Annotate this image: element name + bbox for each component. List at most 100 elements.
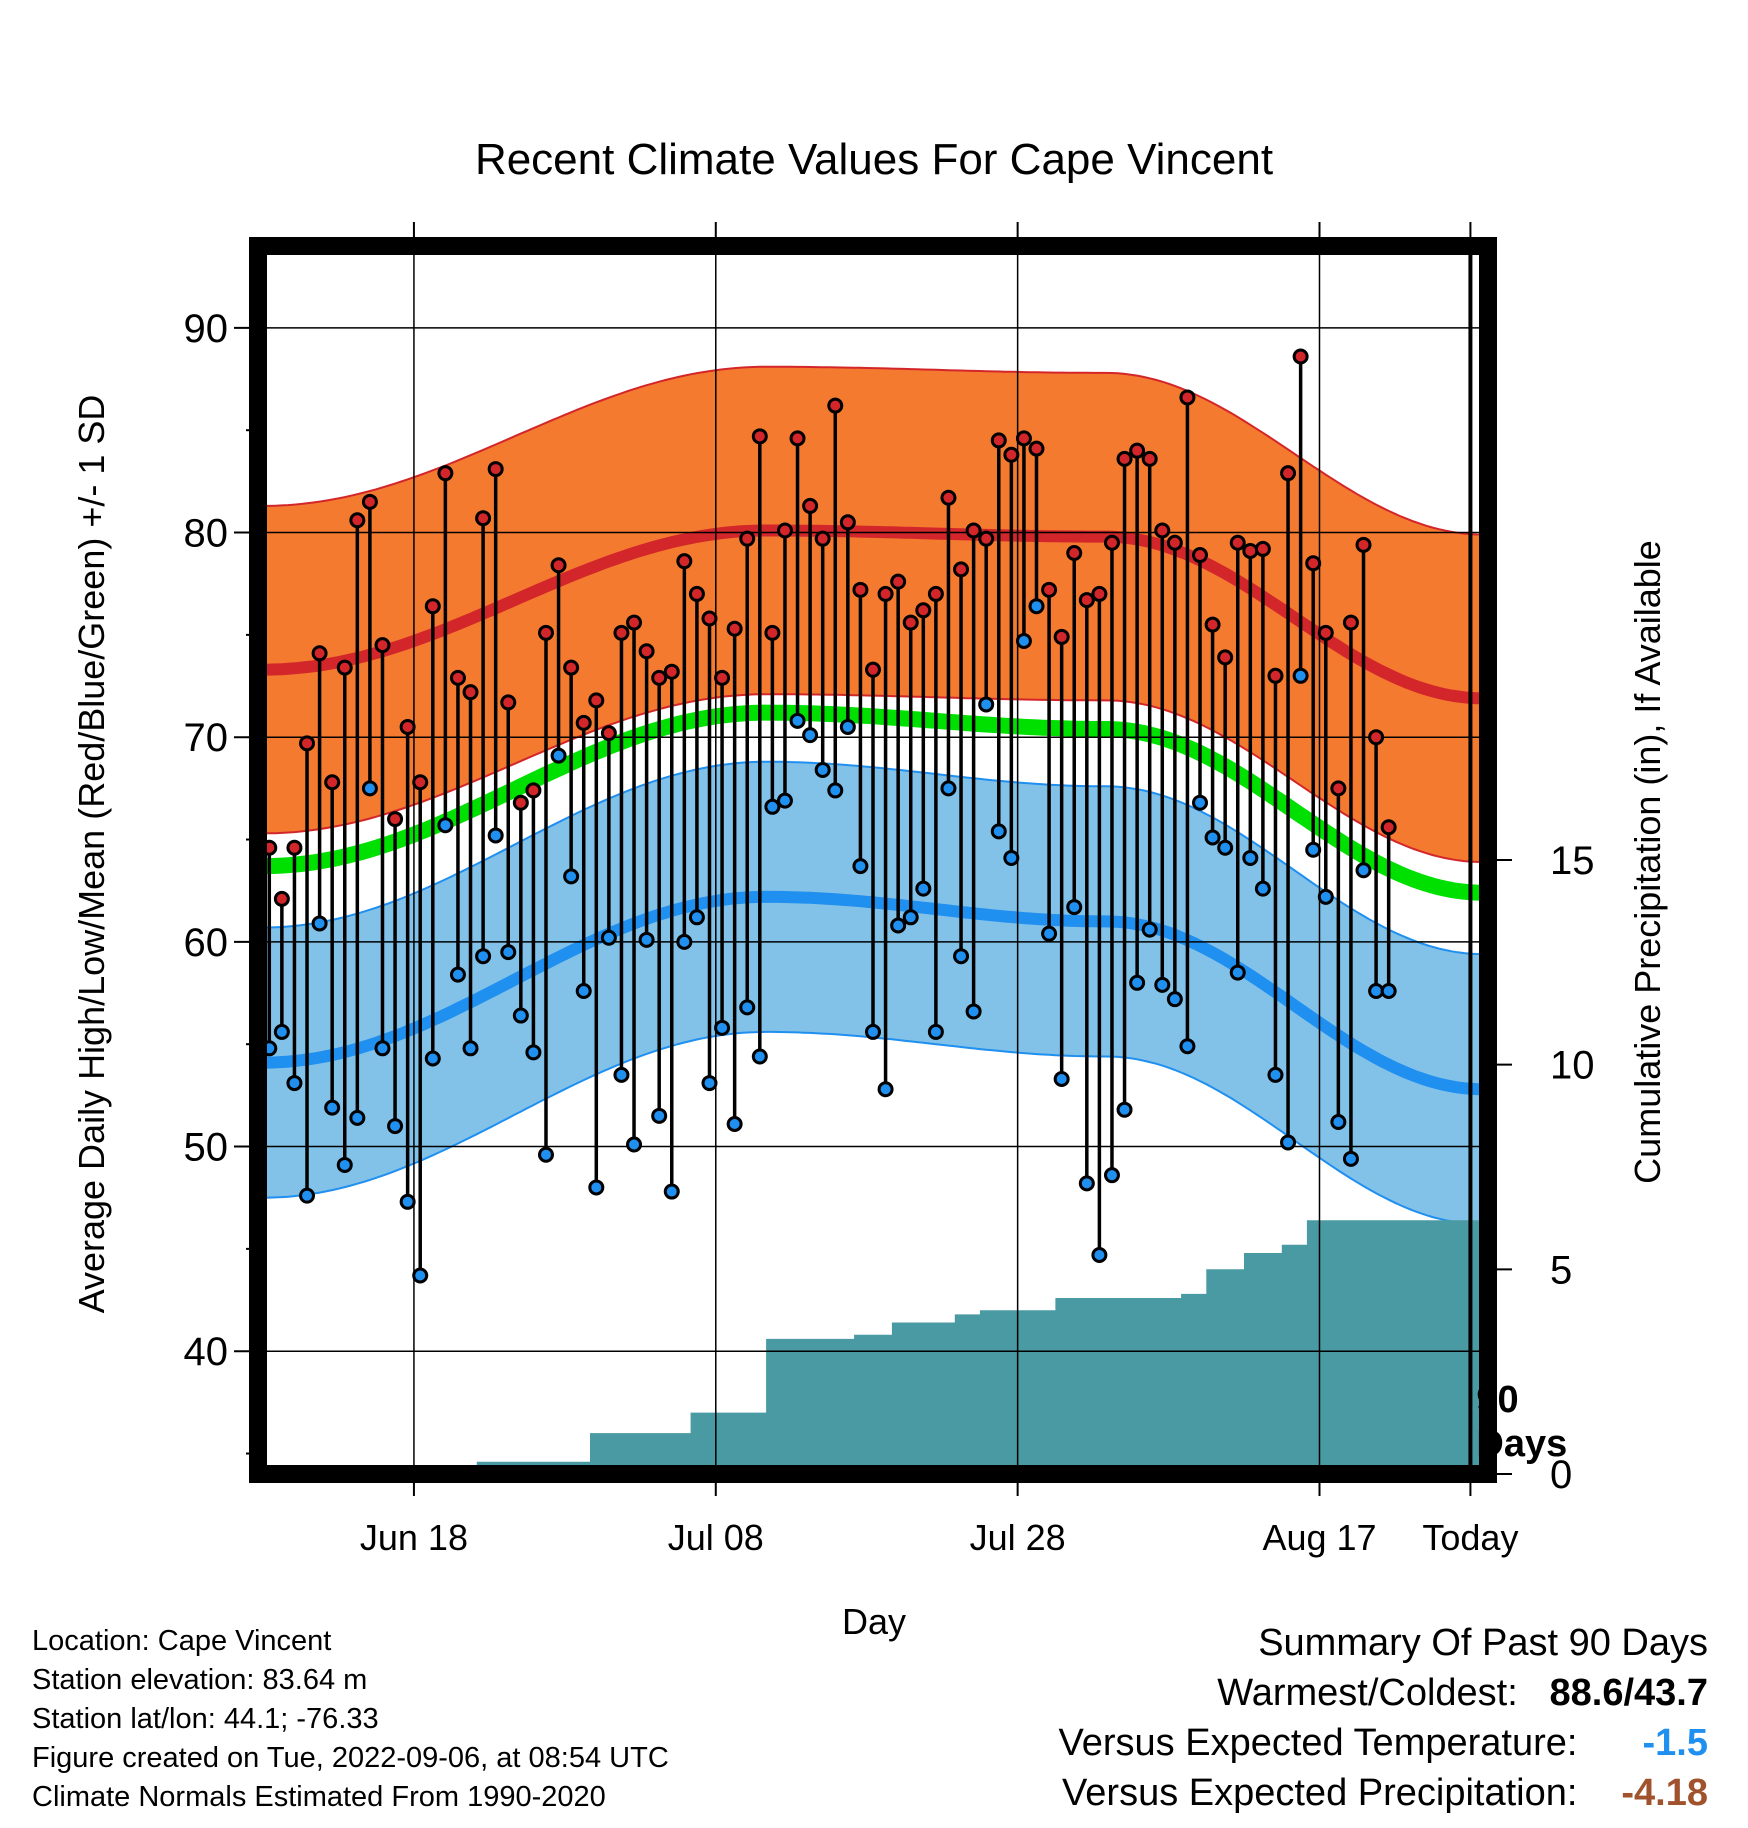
daily-high-point bbox=[688, 585, 705, 602]
daily-low-point bbox=[1204, 829, 1221, 846]
daily-low-point bbox=[890, 917, 907, 934]
daily-low-point bbox=[978, 696, 995, 713]
daily-high-point bbox=[399, 718, 416, 735]
daily-high-point bbox=[676, 553, 693, 570]
y2-tick-labels: 0 5 10 15 bbox=[1550, 839, 1595, 1497]
daily-low-point bbox=[915, 880, 932, 897]
daily-high-point bbox=[626, 614, 643, 631]
daily-high-point bbox=[839, 514, 856, 531]
daily-high-point bbox=[1053, 628, 1070, 645]
high-sd-band bbox=[263, 366, 1483, 862]
daily-high-point bbox=[852, 581, 869, 598]
daily-low-point bbox=[953, 948, 970, 965]
daily-high-point bbox=[588, 692, 605, 709]
daily-low-point bbox=[299, 1187, 316, 1204]
daily-low-point bbox=[1066, 899, 1083, 916]
daily-high-point bbox=[449, 669, 466, 686]
daily-high-point bbox=[751, 428, 768, 445]
daily-high-point bbox=[311, 645, 328, 662]
daily-low-point bbox=[311, 915, 328, 932]
daily-high-point bbox=[776, 522, 793, 539]
daily-low-point bbox=[286, 1075, 303, 1092]
daily-high-point bbox=[1066, 545, 1083, 561]
daily-low-point bbox=[776, 792, 793, 809]
station-info: Location: Cape Vincent Station elevation… bbox=[32, 1622, 669, 1817]
daily-high-point bbox=[1330, 780, 1347, 797]
daily-low-point bbox=[563, 868, 580, 885]
daily-high-point bbox=[537, 624, 554, 641]
daily-high-point bbox=[1015, 430, 1032, 447]
daily-low-point bbox=[1166, 991, 1183, 1008]
daily-low-point bbox=[412, 1267, 429, 1284]
y-tick-labels: 40 50 60 70 80 90 bbox=[184, 307, 229, 1374]
daily-high-point bbox=[1141, 450, 1158, 467]
daily-high-point bbox=[990, 432, 1007, 449]
summary-header: Summary Of Past 90 Days bbox=[1258, 1622, 1708, 1664]
daily-high-point bbox=[927, 585, 944, 602]
daily-low-point bbox=[1015, 633, 1032, 650]
daily-high-point bbox=[1091, 585, 1108, 602]
daily-low-point bbox=[1179, 1038, 1196, 1055]
daily-high-point bbox=[701, 610, 718, 627]
daily-low-point bbox=[1342, 1150, 1359, 1167]
daily-high-point bbox=[1280, 465, 1297, 482]
location-text: Location: Cape Vincent bbox=[32, 1625, 332, 1657]
daily-high-point bbox=[437, 465, 454, 482]
daily-high-point bbox=[827, 397, 844, 414]
daily-high-point bbox=[1342, 614, 1359, 631]
plot-inner bbox=[263, 252, 1483, 1468]
daily-low-point bbox=[1254, 880, 1271, 897]
y-tick-label: 90 bbox=[184, 307, 229, 351]
daily-low-point bbox=[349, 1109, 366, 1126]
daily-low-point bbox=[1028, 598, 1045, 615]
daily-low-point bbox=[387, 1118, 404, 1135]
daily-low-point bbox=[714, 1019, 731, 1036]
daily-high-point bbox=[789, 430, 806, 447]
x-tick-label: Today bbox=[1422, 1517, 1518, 1558]
daily-low-point bbox=[827, 782, 844, 799]
daily-high-point bbox=[890, 573, 907, 590]
daily-high-point bbox=[475, 510, 492, 527]
daily-low-point bbox=[751, 1048, 768, 1065]
daily-low-point bbox=[1129, 974, 1146, 991]
daily-high-point bbox=[512, 794, 529, 811]
daily-high-point bbox=[978, 530, 995, 547]
daily-high-point bbox=[965, 522, 982, 539]
daily-low-point bbox=[537, 1146, 554, 1163]
daily-high-point bbox=[1129, 442, 1146, 459]
y2-axis-label: Cumulative Precipitation (in), If Availa… bbox=[1627, 540, 1668, 1184]
daily-low-point bbox=[965, 1003, 982, 1020]
daily-high-point bbox=[1078, 592, 1095, 609]
daily-low-point bbox=[1355, 862, 1372, 879]
warm-cold-label: Warmest/Coldest: bbox=[1217, 1672, 1518, 1714]
x-tick-label: Jun 18 bbox=[360, 1517, 468, 1558]
precip-label: Versus Expected Precipitation: bbox=[1062, 1772, 1578, 1814]
daily-high-point bbox=[638, 643, 655, 660]
daily-low-point bbox=[500, 944, 517, 961]
daily-high-point bbox=[764, 624, 781, 641]
daily-low-point bbox=[902, 909, 919, 926]
daily-low-point bbox=[336, 1156, 353, 1173]
daily-high-point bbox=[940, 489, 957, 506]
daily-high-point bbox=[1355, 536, 1372, 553]
daily-high-point bbox=[726, 620, 743, 637]
daily-low-point bbox=[927, 1023, 944, 1040]
y-tick-label: 40 bbox=[184, 1330, 229, 1374]
daily-high-point bbox=[286, 839, 303, 856]
daily-low-point bbox=[525, 1044, 542, 1061]
daily-low-point bbox=[726, 1116, 743, 1133]
daily-low-point bbox=[324, 1099, 341, 1116]
daily-low-point bbox=[789, 712, 806, 729]
daily-low-point bbox=[764, 798, 781, 815]
daily-high-point bbox=[1154, 522, 1171, 539]
daily-points bbox=[263, 348, 1397, 1284]
y-axis-label: Average Daily High/Low/Mean (Red/Blue/Gr… bbox=[71, 395, 112, 1314]
precip-area bbox=[351, 1220, 1483, 1468]
daily-low-point bbox=[1141, 921, 1158, 938]
daily-high-point bbox=[1217, 649, 1234, 666]
y-tick-label: 60 bbox=[184, 921, 229, 965]
daily-low-point bbox=[688, 909, 705, 926]
daily-high-point bbox=[865, 661, 881, 678]
daily-low-point bbox=[1317, 888, 1334, 905]
daily-high-point bbox=[1103, 534, 1120, 551]
